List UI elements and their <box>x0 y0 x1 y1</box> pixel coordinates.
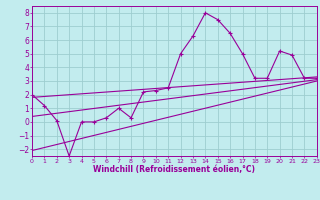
X-axis label: Windchill (Refroidissement éolien,°C): Windchill (Refroidissement éolien,°C) <box>93 165 255 174</box>
